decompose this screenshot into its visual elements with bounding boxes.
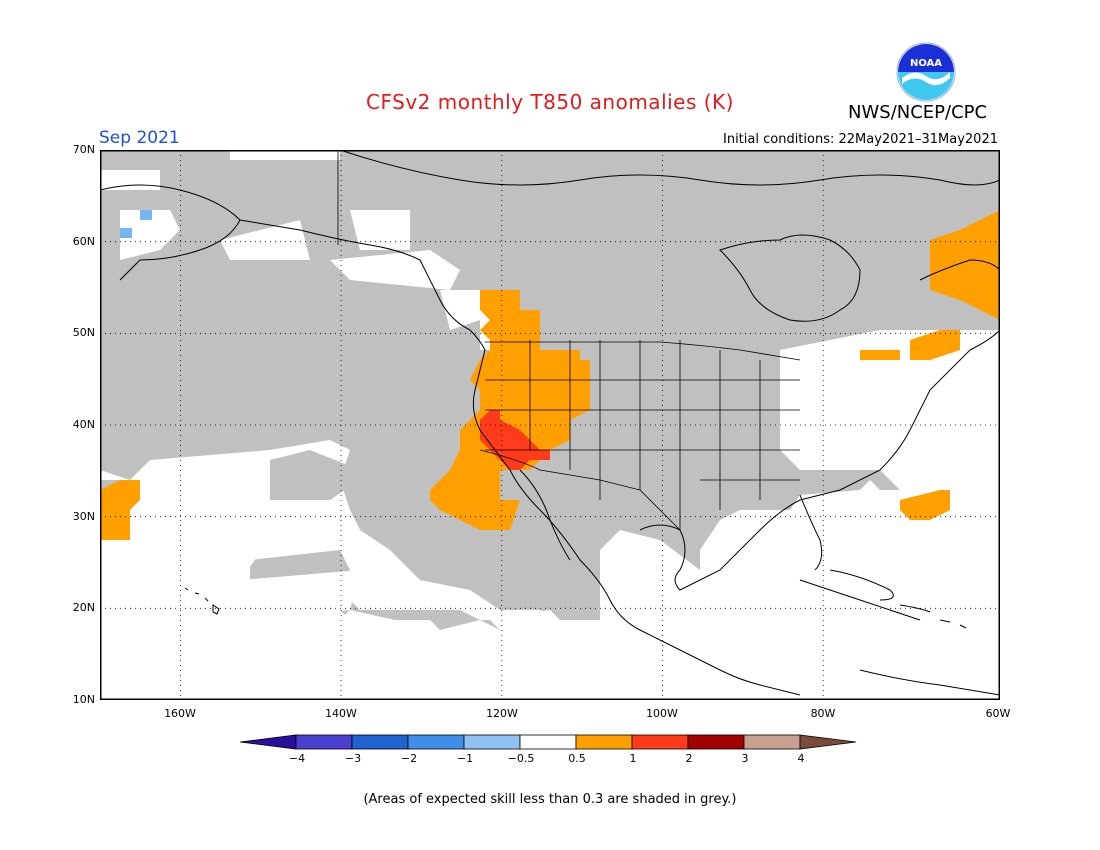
colorbar-arrow-high [799, 734, 857, 750]
lat-label: 20N [72, 601, 95, 614]
logo-text: NOAA [910, 58, 942, 69]
colorbar-label: 3 [741, 752, 749, 765]
colorbar-cell [575, 734, 633, 750]
caribbean-islands [829, 569, 967, 629]
lon-label: 140W [325, 707, 357, 720]
colorbar-cell [687, 734, 745, 750]
map-frame [100, 150, 1000, 700]
colorbar-label: −4 [288, 752, 306, 765]
colorbar-cell [351, 734, 409, 750]
colorbar-label: 4 [797, 752, 805, 765]
hawaii-islands [184, 587, 220, 615]
colorbar-label: −0.5 [507, 752, 535, 765]
colorbar-arrow-low [240, 734, 297, 750]
colorbar-label: −1 [456, 752, 474, 765]
colorbar-label: 2 [685, 752, 693, 765]
colorbar-cell [631, 734, 689, 750]
colorbar-cell [295, 734, 353, 750]
lat-label: 60N [72, 235, 95, 248]
colorbar-label: 0.5 [568, 752, 586, 765]
forecast-month: Sep 2021 [99, 128, 180, 148]
initial-conditions: Initial conditions: 22May2021–31May2021 [723, 132, 998, 147]
colorbar-cell [743, 734, 801, 750]
lon-label: 100W [646, 707, 678, 720]
colorbar-label: −2 [400, 752, 418, 765]
map-title: CFSv2 monthly T850 anomalies (K) [366, 90, 734, 114]
lat-label: 30N [72, 510, 95, 523]
lon-label: 120W [486, 707, 518, 720]
footnote: (Areas of expected skill less than 0.3 a… [363, 792, 737, 807]
anomaly-map [100, 150, 1000, 700]
lat-label: 10N [72, 693, 95, 706]
lat-label: 70N [72, 143, 95, 156]
lon-label: 80W [810, 707, 836, 720]
colorbar-cell [519, 734, 577, 750]
anomaly-negative-0-5-to-1 [120, 210, 152, 238]
agency-label: NWS/NCEP/CPC [848, 102, 988, 123]
colorbar-label: −3 [344, 752, 362, 765]
lon-label: 60W [985, 707, 1011, 720]
colorbar [240, 734, 857, 750]
colorbar-cell [407, 734, 465, 750]
state-borders [337, 150, 801, 531]
lon-label: 160W [164, 707, 196, 720]
noaa-logo-icon: NOAA [896, 42, 956, 102]
lat-label: 50N [72, 326, 95, 339]
colorbar-label: 1 [629, 752, 637, 765]
lat-label: 40N [72, 418, 95, 431]
graticule [100, 150, 1000, 700]
colorbar-cell [463, 734, 521, 750]
